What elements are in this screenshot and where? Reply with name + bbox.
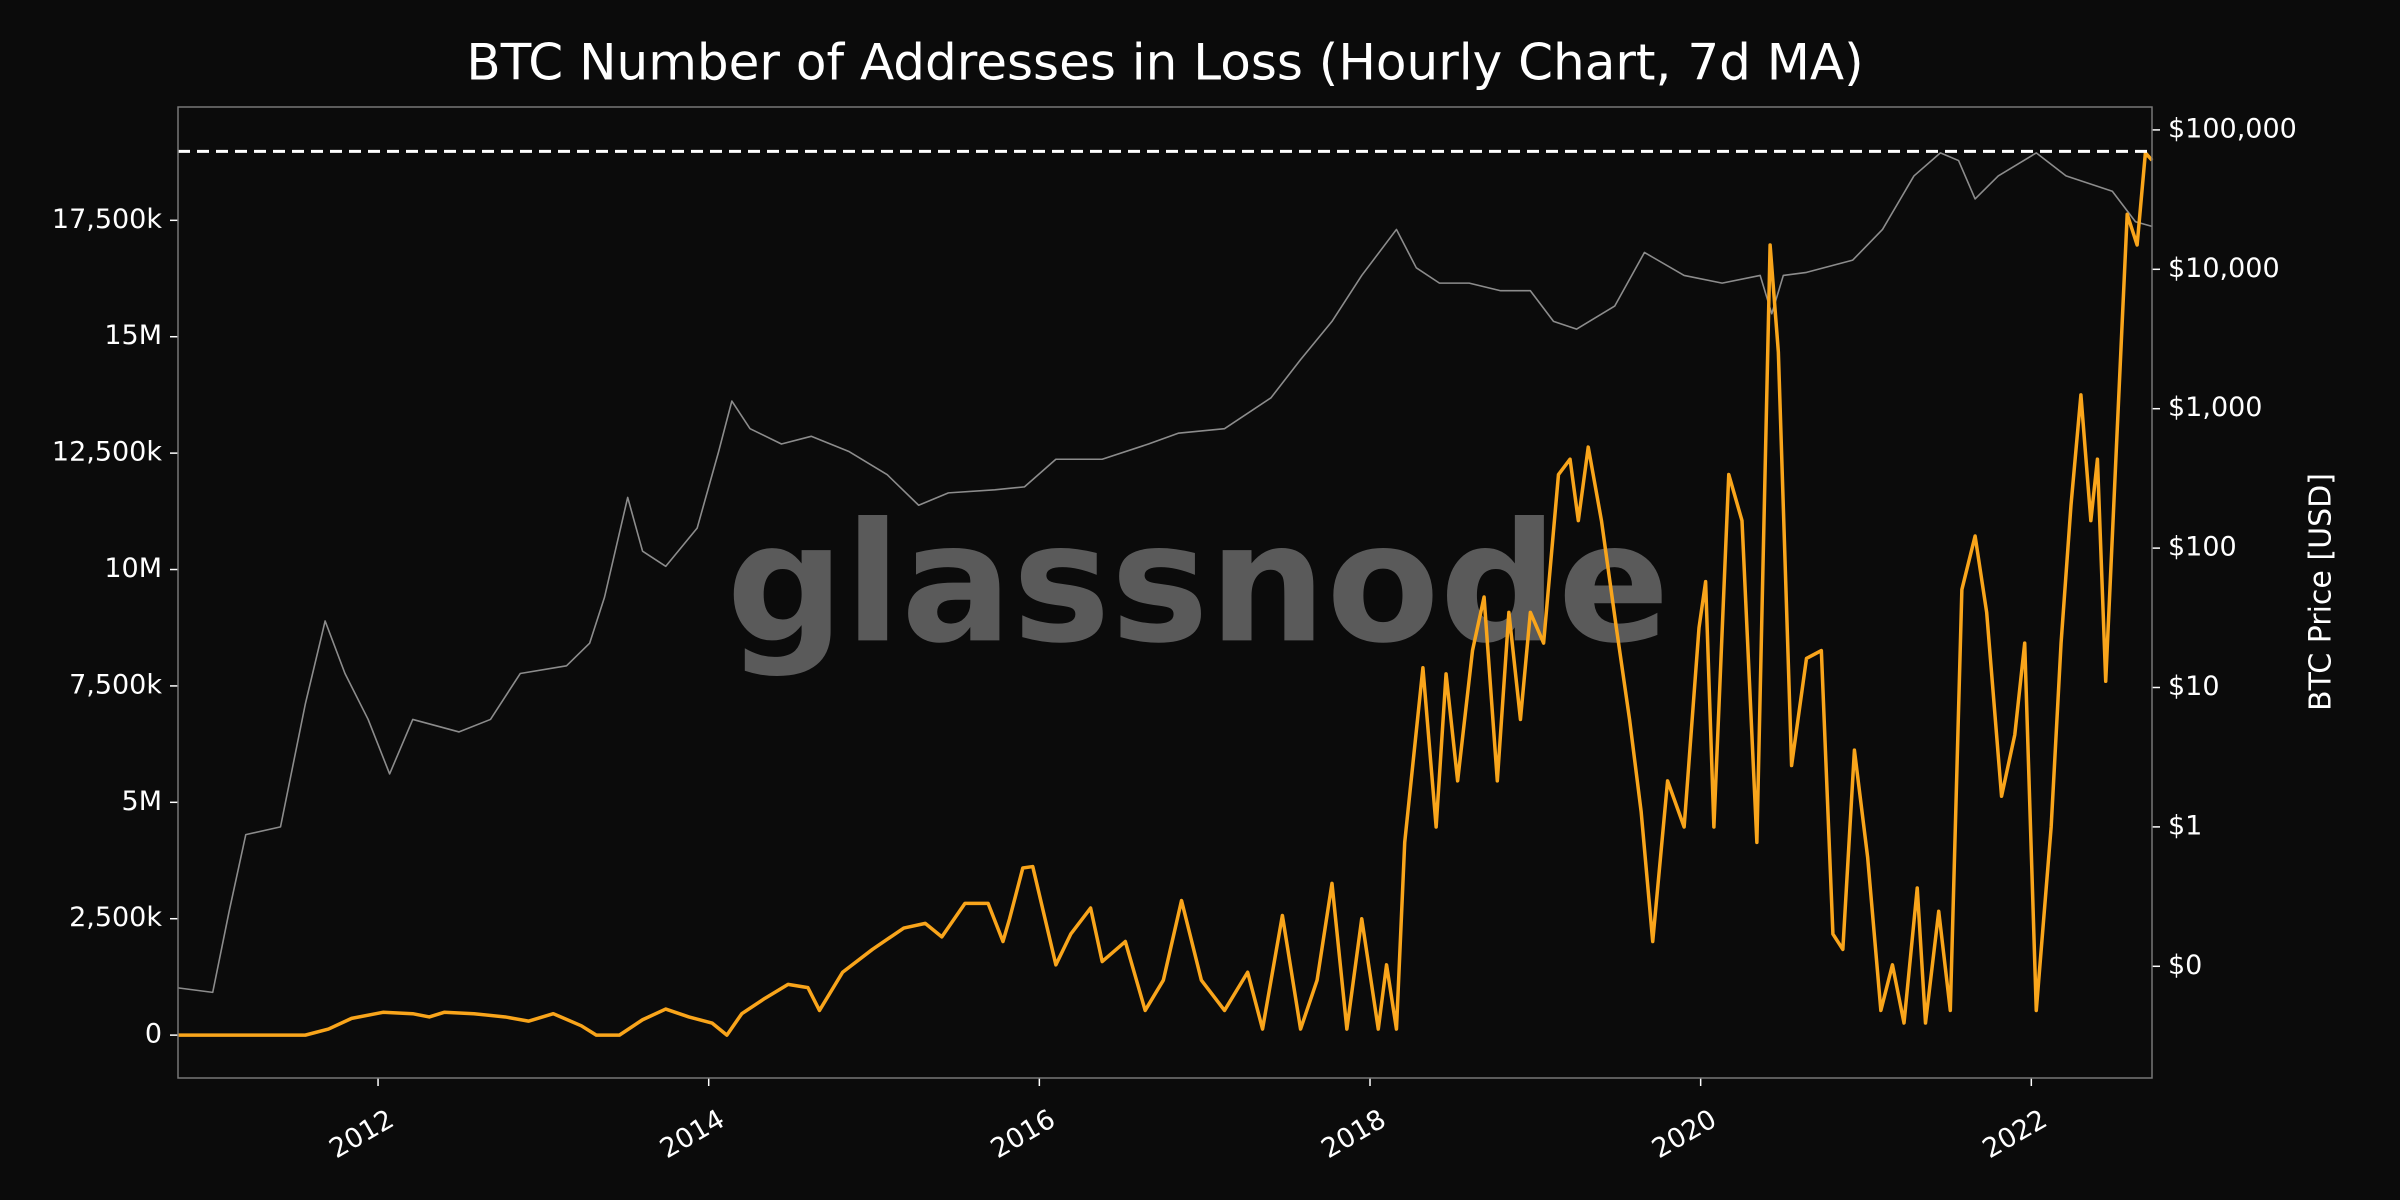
y2-tick-label: $1	[2168, 810, 2202, 841]
plot-frame	[177, 106, 2153, 1079]
y2-tick-label: $100	[2168, 532, 2237, 563]
y-tick-label: 15M	[104, 320, 162, 351]
y2-tick-label: $0	[2168, 950, 2202, 981]
y2-tick-label: $100,000	[2168, 113, 2297, 144]
y2-tick-label: $1,000	[2168, 392, 2262, 423]
y-tick-label: 17,500k	[52, 204, 162, 235]
y2-axis-label: BTC Price [USD]	[2304, 473, 2339, 711]
y-tick-label: 10M	[104, 553, 162, 584]
y-tick-label: 2,500k	[69, 902, 162, 933]
y-tick-label: 0	[145, 1019, 162, 1050]
chart-title: BTC Number of Addresses in Loss (Hourly …	[466, 34, 1863, 92]
y-tick-label: 7,500k	[69, 669, 162, 700]
y2-tick-label: $10	[2168, 671, 2220, 702]
y-tick-label: 5M	[122, 786, 162, 817]
series-line	[177, 152, 2153, 994]
y-tick-label: 12,500k	[52, 437, 162, 468]
y2-tick-label: $10,000	[2168, 253, 2280, 284]
series-line	[178, 151, 2154, 1037]
